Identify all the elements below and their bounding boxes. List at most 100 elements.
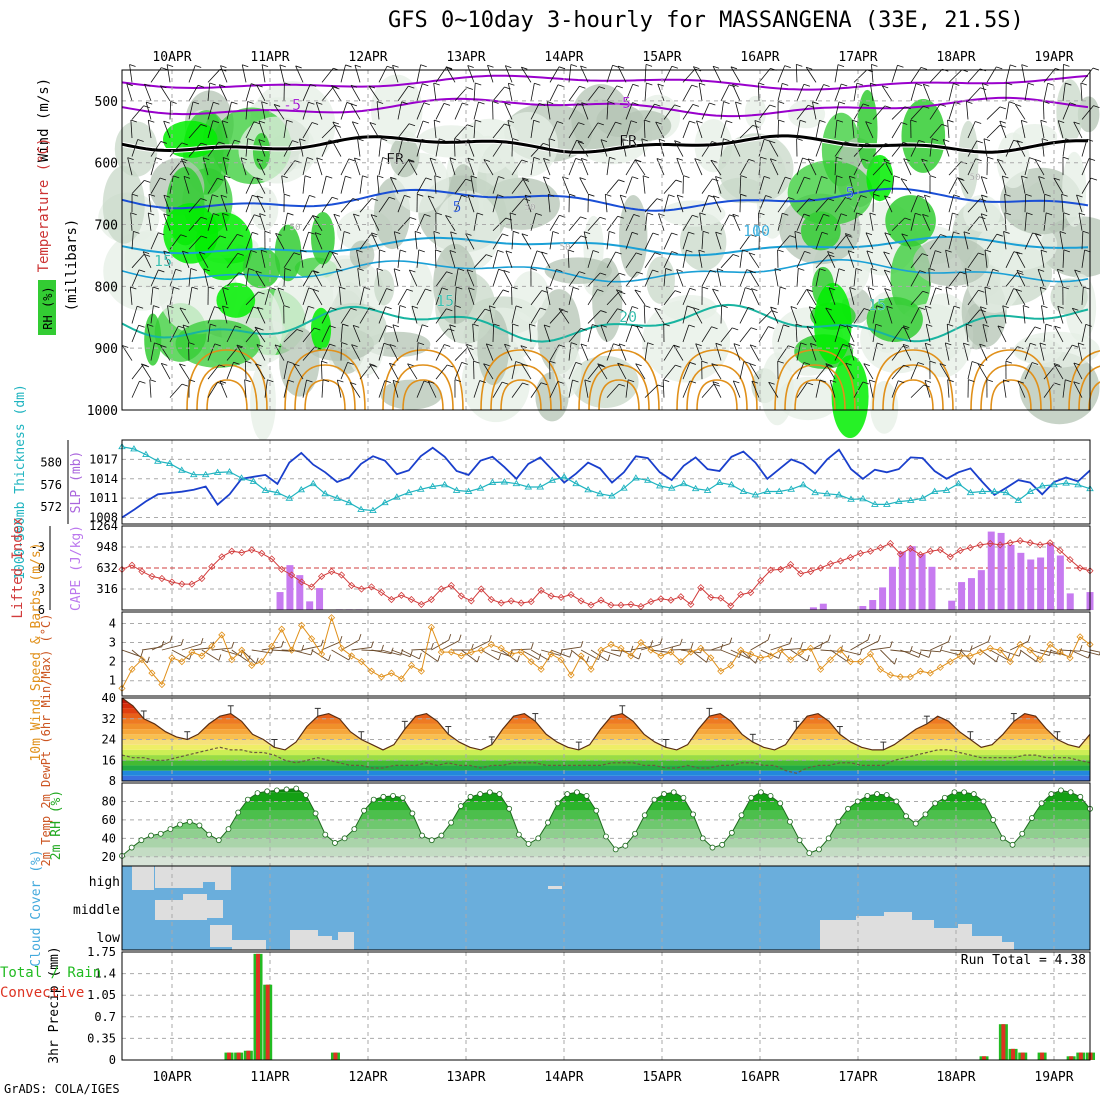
contour-label: -5: [613, 94, 631, 112]
rh-point: [865, 793, 870, 798]
rh-point: [449, 820, 454, 825]
surface-wind-flag: [910, 646, 912, 652]
temp-band: [122, 734, 1090, 739]
rh-band: [122, 801, 1090, 810]
temp-band: [122, 724, 1090, 729]
rh-point: [313, 811, 318, 816]
temp-tick-label: 40: [102, 691, 116, 705]
thickness-frame: [122, 440, 1090, 524]
wind-barb-flag: [280, 65, 286, 67]
surface-wind-barb: [900, 650, 919, 657]
cloud-patch: [934, 928, 958, 950]
surface-wind-barb: [411, 649, 431, 650]
rh-point: [352, 827, 357, 832]
rh-point: [894, 799, 899, 804]
cape-bar: [1017, 553, 1024, 610]
date-label-bottom: 16APR: [740, 1070, 779, 1085]
rh-point: [391, 793, 396, 798]
temp-band: [122, 771, 1090, 776]
rh-tick-label: 60: [102, 813, 116, 827]
surface-wind-barb: [671, 649, 691, 650]
wind-barb-flag: [242, 65, 248, 67]
cape-bar: [968, 578, 975, 610]
rh-point: [332, 840, 337, 845]
temp-band: [122, 755, 1090, 760]
ylabel-rh: RH (%): [41, 286, 55, 329]
rh-point: [923, 812, 928, 817]
surface-wind-flag: [438, 655, 440, 661]
wind-speed-markers: [119, 615, 1093, 692]
surface-wind-flag: [756, 657, 758, 663]
rh-high-blob: [814, 283, 852, 364]
rh-point: [458, 804, 463, 809]
contour-label: 50: [525, 203, 536, 213]
rh-blob: [913, 237, 989, 286]
credit-text: GrADS: COLA/IGES: [4, 1082, 120, 1096]
rh-point: [826, 836, 831, 841]
thickness-tick-label: 576: [40, 478, 62, 492]
wind-tick-label: 2: [109, 655, 116, 669]
contour-label: 50: [970, 173, 981, 183]
surface-wind-flag: [581, 641, 583, 647]
cloud-patch: [155, 866, 203, 888]
wind-barb-flag: [996, 67, 1002, 69]
contour-label: 5: [845, 184, 854, 202]
temp-band: [122, 729, 1090, 734]
cloud-patch: [290, 930, 318, 950]
rh-point: [216, 838, 221, 843]
precip-conv-bar: [266, 985, 270, 1060]
rh-point: [875, 792, 880, 797]
slp-tick-label: 1017: [89, 452, 118, 466]
surface-wind-flag: [141, 651, 143, 657]
surface-wind-flag: [340, 636, 342, 642]
rh-point: [265, 789, 270, 794]
date-label-bottom: 14APR: [544, 1070, 583, 1085]
surface-wind-barb: [850, 640, 867, 650]
date-label-bottom: 15APR: [642, 1070, 681, 1085]
precip-conv-bar: [1069, 1056, 1073, 1060]
rh-point: [1000, 836, 1005, 841]
date-label-top: 18APR: [936, 50, 975, 65]
rh-point: [226, 827, 231, 832]
cape-bar: [1007, 545, 1014, 610]
temp-band: [122, 708, 1090, 713]
surface-wind-flag: [790, 638, 792, 644]
wind-barb-flag: [1010, 65, 1016, 67]
precip-tick-label: 0.35: [87, 1031, 116, 1045]
wind-barb: [341, 343, 342, 361]
contour-label: -5: [283, 96, 301, 114]
rh-high-blob: [253, 133, 270, 170]
surface-wind-barb: [771, 644, 790, 650]
precip-tick-label: 0.7: [94, 1010, 116, 1024]
rh-point: [971, 792, 976, 797]
cape-bar: [277, 592, 284, 610]
temp-band: [122, 765, 1090, 770]
pressure-tick-label: 800: [95, 280, 118, 295]
surface-wind-flag: [929, 651, 931, 657]
pressure-tick-label: 1000: [87, 404, 118, 419]
surface-wind-flag: [828, 635, 830, 641]
rh-point: [691, 812, 696, 817]
wind-barb: [188, 343, 189, 361]
surface-wind-flag: [807, 655, 809, 661]
wind-barb-flag: [796, 64, 802, 66]
date-label-top: 11APR: [250, 50, 289, 65]
rh-point: [294, 786, 299, 791]
cloud-layer-middle: middle: [73, 903, 120, 918]
temp-band: [122, 750, 1090, 755]
surface-wind-flag: [680, 639, 682, 645]
surface-wind-flag: [988, 636, 990, 642]
pressure-tick-label: 600: [95, 157, 118, 172]
rh-point: [739, 813, 744, 818]
date-label-bottom: 18APR: [936, 1070, 975, 1085]
wind-barb-flag: [613, 65, 619, 67]
wind-tick-label: 1: [109, 674, 116, 688]
pressure-tick-label: 500: [95, 95, 118, 110]
rh-point: [526, 841, 531, 846]
rh-point: [768, 793, 773, 798]
rh-point: [952, 790, 957, 795]
surface-wind-flag: [201, 638, 203, 644]
surface-wind-barb: [920, 650, 940, 652]
